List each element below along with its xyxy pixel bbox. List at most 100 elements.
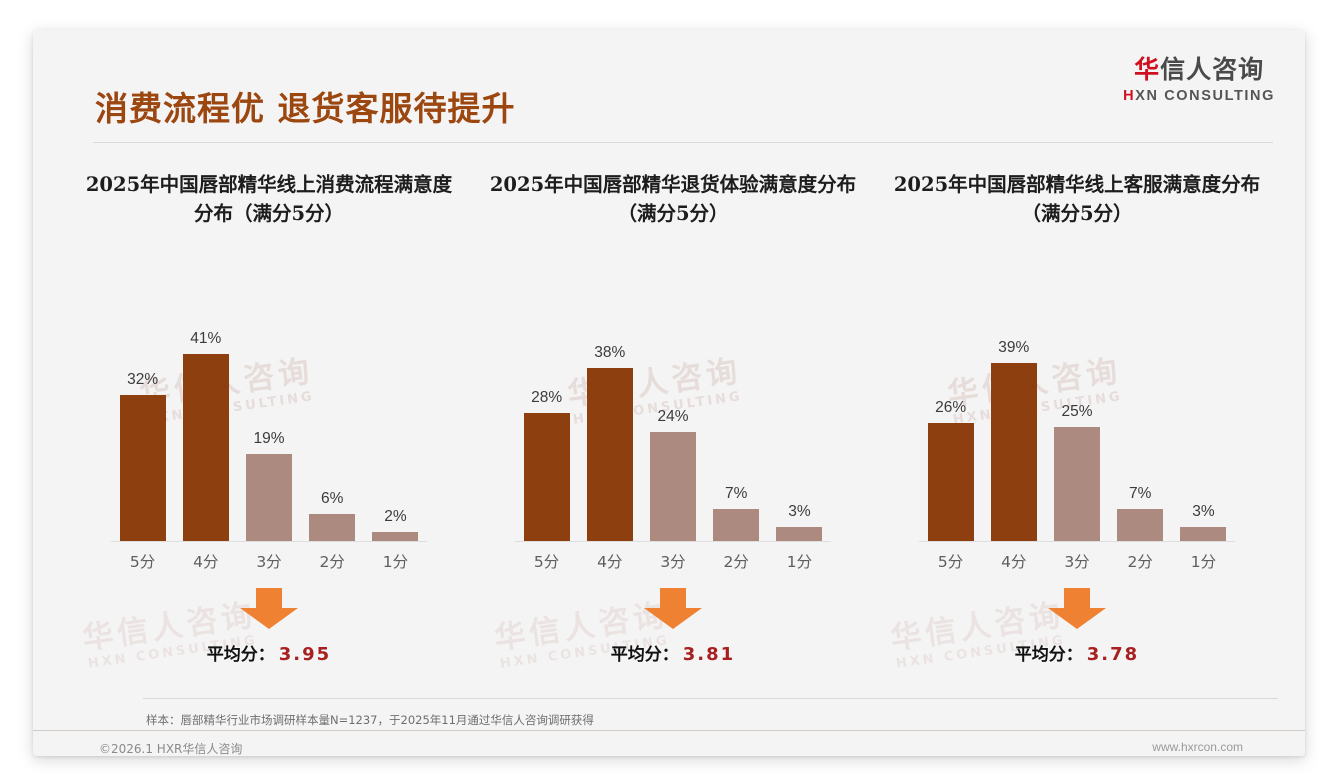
average-score: 平均分： 3.95 [67,640,471,665]
bar[interactable] [1117,509,1164,541]
bar[interactable] [990,363,1037,541]
bar[interactable] [1180,527,1227,541]
bar[interactable] [650,432,696,541]
bar-value-label: 41% [190,330,222,347]
logo-english-text: HXN CONSULTING [1123,89,1275,104]
x-tick-label: 3分 [1064,553,1090,571]
chart-title: 2025年中国唇部精华线上消费流程满意度分布（满分5分） [85,173,453,226]
footer-divider [33,730,1305,731]
bar-slot-2分: 7% [1109,320,1172,541]
logo-cn-rest: 信人咨询 [1160,55,1265,84]
x-tick-label: 3分 [660,553,686,571]
x-tick-label: 4分 [193,553,219,571]
bar-group: 28% 38% 24% 7% 3% [515,320,831,541]
footnote-divider [143,698,1278,699]
bar[interactable] [713,509,760,541]
bar-slot-3分: 25% [1045,320,1108,541]
x-tick-label: 4分 [597,553,623,571]
bar-value-label: 26% [935,399,967,416]
slide-canvas: 消费流程优 退货客服待提升 华信人咨询 HXN CONSULTING 华信人咨询… [33,30,1305,756]
bar-slot-1分: 3% [1172,320,1235,541]
bar-value-label: 38% [594,344,626,361]
arrow-down-icon [238,588,300,630]
x-axis-ticks: 5分 4分 3分 2分 1分 [515,550,831,572]
bar[interactable] [1054,427,1100,541]
average-score-label: 平均分： [206,645,275,665]
average-score: 平均分： 3.81 [471,640,875,665]
bar[interactable] [119,395,166,541]
average-score-label: 平均分： [1014,645,1083,665]
x-tick-label: 5分 [129,553,156,571]
average-score-value: 3.78 [1086,644,1140,665]
plot-area: 28% 38% 24% 7% 3% [515,320,831,542]
arrow-down-icon [642,588,704,630]
bar[interactable] [182,354,229,541]
x-tick-label: 2分 [1127,553,1153,571]
bar[interactable] [523,413,570,541]
x-tick-label: 1分 [382,553,409,571]
bar-value-label: 7% [725,485,748,502]
x-tick-label: 2分 [723,553,749,571]
bar-value-label: 24% [657,408,689,425]
bar-value-label: 28% [531,389,563,406]
bar[interactable] [586,368,633,541]
bar[interactable] [246,454,292,541]
bar-group: 26% 39% 25% 7% 3% [919,320,1235,541]
logo-en-red-char: H [1123,88,1136,104]
slide-footer: ©2026.1 HXR华信人咨询 www.hxrcon.com [33,730,1305,756]
bar-slot-2分: 7% [705,320,768,541]
x-tick-label: 5分 [533,553,560,571]
bar-value-label: 25% [1061,403,1093,420]
x-tick-label: 2分 [319,553,345,571]
bar-slot-4分: 38% [578,320,641,541]
logo-chinese-text: 华信人咨询 [1123,57,1275,82]
bar-value-label: 2% [384,508,407,525]
x-axis-line [515,541,831,542]
average-score-value: 3.95 [278,644,332,665]
chart-title: 2025年中国唇部精华线上客服满意度分布（满分5分） [893,173,1261,226]
bar[interactable] [927,423,974,541]
page-title: 消费流程优 退货客服待提升 [95,89,516,128]
x-axis-line [919,541,1235,542]
bar-slot-1分: 3% [768,320,831,541]
bar-slot-2分: 6% [301,320,364,541]
bar[interactable] [309,514,356,541]
x-tick-label: 4分 [1001,553,1027,571]
chart-title: 2025年中国唇部精华退货体验满意度分布（满分5分） [489,173,857,226]
copyright-text: ©2026.1 HXR华信人咨询 [99,742,243,756]
chart-panel-2: 华信人咨询 HXN CONSULTING 华信人咨询 HXN CONSULTING 20… [471,170,875,690]
header-divider [93,142,1273,143]
slide-header: 消费流程优 退货客服待提升 华信人咨询 HXN CONSULTING [33,30,1305,128]
arrow-down-icon [1046,588,1108,630]
bar-value-label: 32% [127,371,159,388]
bar-value-label: 39% [998,339,1030,356]
logo-en-rest: XN CONSULTING [1135,88,1275,104]
company-logo: 华信人咨询 HXN CONSULTING [1123,57,1275,104]
bar-value-label: 19% [253,430,285,447]
x-axis-ticks: 5分 4分 3分 2分 1分 [919,550,1235,572]
bar-slot-5分: 26% [919,320,982,541]
x-tick-label: 5分 [937,553,964,571]
bar-value-label: 3% [1192,503,1215,520]
bar-slot-4分: 39% [982,320,1045,541]
logo-cn-red-char: 华 [1134,55,1161,84]
x-tick-label: 3分 [256,553,282,571]
x-axis-line [111,541,427,542]
bar[interactable] [776,527,823,541]
bar-slot-3分: 19% [237,320,300,541]
bar-value-label: 3% [788,503,811,520]
bar-group: 32% 41% 19% 6% 2% [111,320,427,541]
x-tick-label: 1分 [1190,553,1217,571]
x-axis-ticks: 5分 4分 3分 2分 1分 [111,550,427,572]
source-footnote: 样本：唇部精华行业市场调研样本量N=1237，于2025年11月通过华信人咨询调… [146,713,594,727]
bar[interactable] [372,532,419,541]
bar-slot-4分: 41% [174,320,237,541]
average-score-value: 3.81 [682,644,736,665]
average-score-label: 平均分： [610,645,679,665]
bar-slot-1分: 2% [364,320,427,541]
x-tick-label: 1分 [786,553,813,571]
website-link[interactable]: www.hxrcon.com [1152,740,1243,754]
plot-area: 32% 41% 19% 6% 2% [111,320,427,542]
